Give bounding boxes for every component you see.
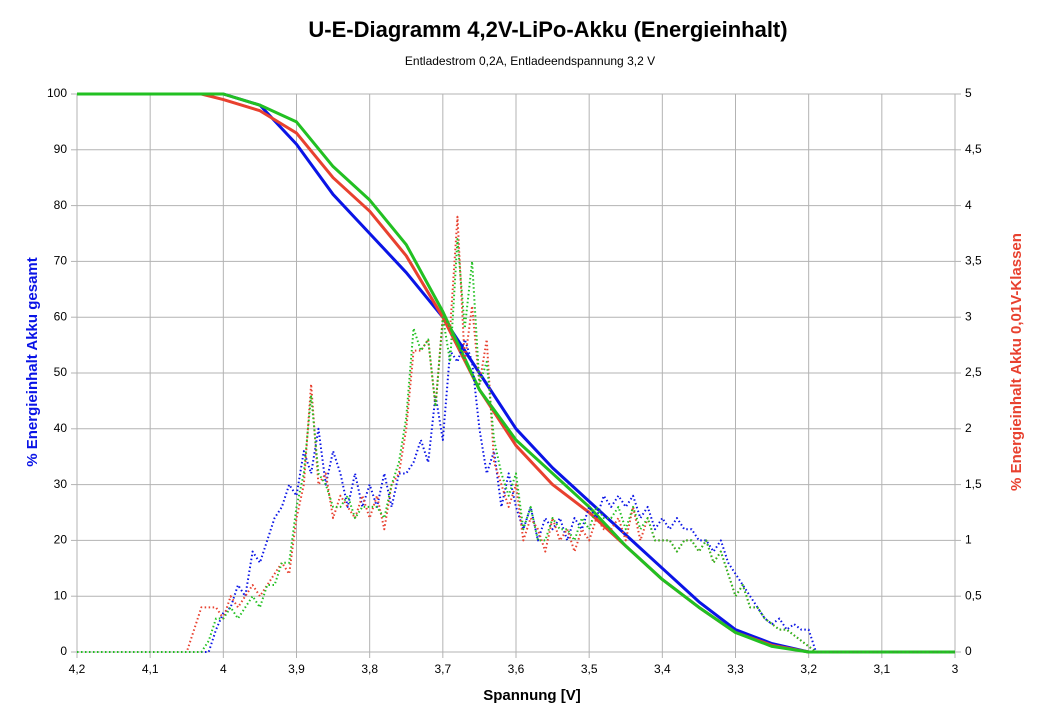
y2-tick-label: 0,5 [965, 588, 982, 602]
x-tick-label: 4 [220, 662, 227, 676]
x-tick-label: 4,2 [69, 662, 86, 676]
y-tick-label: 70 [54, 254, 68, 268]
y-tick-label: 50 [54, 365, 68, 379]
y-tick-label: 60 [54, 309, 68, 323]
y2-tick-label: 2,5 [965, 365, 982, 379]
x-tick-label: 3,5 [581, 662, 598, 676]
series-line [77, 92, 955, 654]
y2-axis-label: % Energieinhalt Akku 0,01V-Klassen [1008, 233, 1025, 491]
y-tick-label: 30 [54, 477, 68, 491]
x-tick-label: 3,8 [361, 662, 378, 676]
y-axis-label: % Energieinhalt Akku gesamt [24, 257, 41, 467]
x-axis-label: Spannung [V] [483, 687, 581, 704]
x-tick-label: 3,4 [654, 662, 671, 676]
y-tick-label: 80 [54, 198, 68, 212]
x-tick-label: 3 [952, 662, 959, 676]
y2-tick-label: 4 [965, 198, 972, 212]
x-tick-label: 3,1 [873, 662, 890, 676]
y2-tick-label: 0 [965, 644, 972, 658]
y2-tick-label: 1,5 [965, 477, 982, 491]
y2-tick-label: 5 [965, 86, 972, 100]
y-tick-label: 10 [54, 588, 68, 602]
chart-title: U-E-Diagramm 4,2V-LiPo-Akku (Energieinha… [308, 17, 787, 42]
x-tick-label: 3,3 [727, 662, 744, 676]
series-line [77, 92, 955, 654]
y-tick-label: 90 [54, 142, 68, 156]
y2-tick-label: 2 [965, 421, 972, 435]
y-tick-label: 0 [60, 644, 67, 658]
y2-tick-label: 1 [965, 533, 972, 547]
y-tick-label: 20 [54, 533, 68, 547]
y2-tick-label: 4,5 [965, 142, 982, 156]
chart-subtitle: Entladestrom 0,2A, Entladeendspannung 3,… [405, 54, 655, 68]
x-tick-label: 3,6 [508, 662, 525, 676]
y-tick-label: 100 [47, 86, 67, 100]
x-tick-label: 3,9 [288, 662, 305, 676]
x-tick-label: 3,2 [800, 662, 817, 676]
x-tick-label: 4,1 [142, 662, 159, 676]
series-line [77, 215, 955, 653]
y-tick-label: 40 [54, 421, 68, 435]
y2-tick-label: 3 [965, 309, 972, 323]
series-line [77, 238, 955, 653]
y2-tick-label: 3,5 [965, 254, 982, 268]
x-tick-label: 3,7 [434, 662, 451, 676]
